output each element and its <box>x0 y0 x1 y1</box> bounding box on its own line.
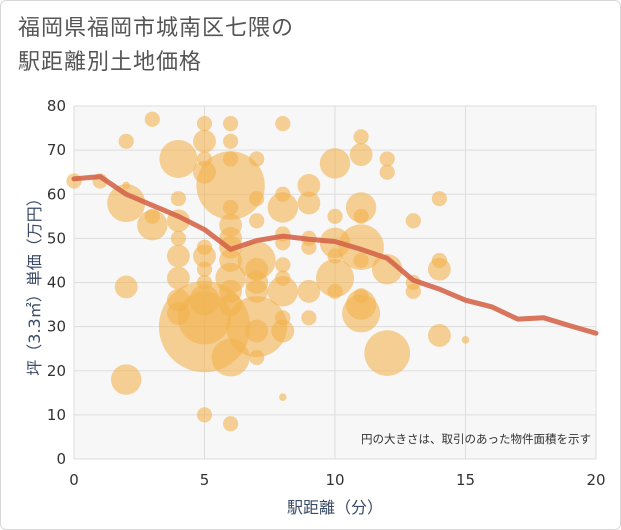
bubble-63 <box>271 319 295 343</box>
size-annotation: 円の大きさは、取引のあった物件面積を示す <box>361 432 591 446</box>
bubble-18 <box>196 116 213 132</box>
bubble-76 <box>327 283 343 299</box>
bubble-9 <box>137 209 168 241</box>
bubble-72 <box>327 208 343 224</box>
y-tick-0: 0 <box>56 450 66 468</box>
y-tick-5: 50 <box>47 229 66 247</box>
bubble-95 <box>428 257 451 281</box>
x-tick-3: 15 <box>456 471 475 489</box>
bubble-75 <box>316 259 354 298</box>
bubble-90 <box>405 213 421 229</box>
bubble-19 <box>193 129 216 153</box>
y-tick-3: 30 <box>47 318 66 336</box>
y-tick-6: 60 <box>47 185 66 203</box>
x-tick-labels: 0 5 10 15 20 <box>69 471 605 489</box>
bubble-31 <box>223 133 239 149</box>
trend-line <box>71 174 599 336</box>
bubble-33 <box>196 151 265 220</box>
bubble-45 <box>249 191 265 207</box>
bubble-11 <box>170 191 186 207</box>
title-line-2: 駅距離別土地価格 <box>18 50 203 75</box>
bubble-29 <box>196 407 213 423</box>
y-tick-7: 70 <box>47 141 66 159</box>
bubble-44 <box>249 151 265 167</box>
bubble-15 <box>167 266 190 290</box>
bubble-24 <box>196 261 213 277</box>
bubble-96 <box>428 324 451 347</box>
bubble-66 <box>297 191 321 215</box>
bubble-97 <box>461 336 470 344</box>
bubble-23 <box>193 244 216 268</box>
bubble-64 <box>279 393 287 402</box>
x-tick-1: 5 <box>200 471 210 489</box>
y-axis-label: 坪（3.3㎡）単価（万円） <box>25 190 44 375</box>
bubble-14 <box>167 244 190 268</box>
bubble-89 <box>364 330 411 376</box>
bubble-53 <box>249 349 265 366</box>
bubble-85 <box>342 294 381 333</box>
x-axis-label: 駅距離（分） <box>287 498 383 517</box>
chart-title: 福岡県福岡市城南区七隈の 駅距離別土地価格 <box>18 12 294 80</box>
bubble-79 <box>345 192 377 223</box>
bubble-68 <box>301 239 317 255</box>
bubble-43 <box>223 416 239 432</box>
bubble-69 <box>297 279 321 303</box>
bubble-65 <box>297 174 321 197</box>
bubble-92 <box>405 283 421 299</box>
y-tick-labels: 0 10 20 30 40 50 60 70 80 <box>47 97 66 468</box>
bubble-80 <box>353 208 369 224</box>
bubble-77 <box>353 129 369 145</box>
bubble-59 <box>275 257 291 273</box>
bubble-71 <box>319 148 351 179</box>
bubble-82 <box>353 252 369 269</box>
bubble-6 <box>111 364 142 395</box>
bubble-87 <box>379 164 395 180</box>
bubble-52 <box>245 319 269 343</box>
x-tick-0: 0 <box>69 471 79 489</box>
bubble-78 <box>349 143 373 166</box>
bubble-93 <box>431 191 447 207</box>
y-tick-2: 20 <box>47 362 66 380</box>
bubble-30 <box>223 116 239 132</box>
bubbles <box>66 111 470 432</box>
title-line-1: 福岡県福岡市城南区七隈の <box>18 16 295 41</box>
bubble-5 <box>114 275 138 299</box>
bubble-2 <box>118 133 134 149</box>
bubble-86 <box>379 151 395 167</box>
y-tick-8: 80 <box>47 97 66 115</box>
y-tick-1: 10 <box>47 406 66 424</box>
bubble-70 <box>301 310 317 326</box>
bubble-34 <box>223 199 239 216</box>
x-tick-4: 20 <box>586 471 605 489</box>
bubble-56 <box>267 192 298 223</box>
bubble-54 <box>275 116 291 132</box>
bubble-7 <box>144 111 160 127</box>
bubble-4 <box>107 184 146 223</box>
bubble-46 <box>249 213 265 229</box>
bubble-10 <box>159 139 198 178</box>
bubble-13 <box>170 230 186 246</box>
bubble-61 <box>267 276 298 307</box>
y-tick-4: 40 <box>47 274 66 292</box>
x-tick-2: 10 <box>325 471 344 489</box>
